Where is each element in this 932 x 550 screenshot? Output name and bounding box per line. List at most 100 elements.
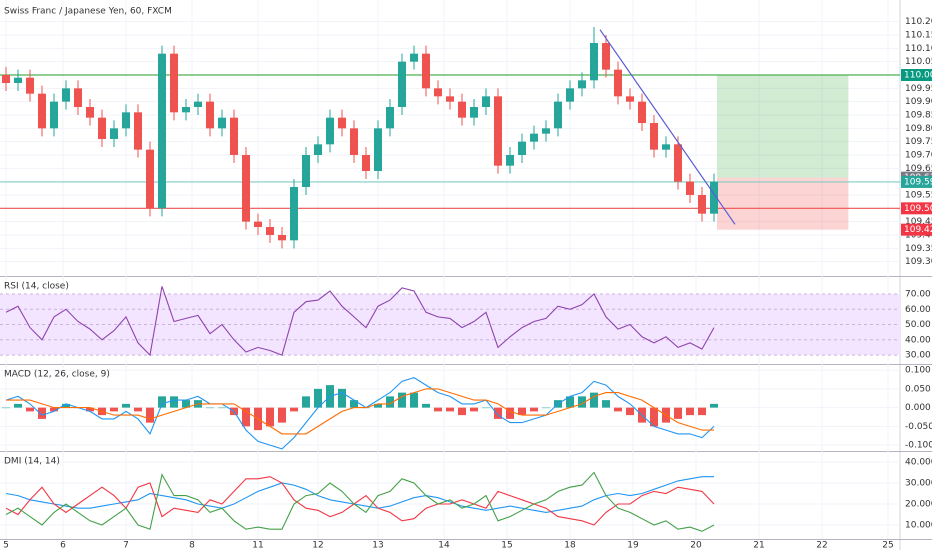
candle-body — [482, 96, 490, 107]
y-tick-label: 0.050 — [905, 384, 931, 394]
histogram-bar — [542, 407, 550, 409]
candle-body — [290, 187, 298, 241]
histogram-bar — [506, 407, 514, 419]
y-tick-label: 109.550 — [905, 191, 932, 201]
histogram-bar — [578, 396, 586, 408]
y-tick-label: 110.200 — [905, 17, 932, 27]
histogram-bar — [134, 407, 142, 412]
histogram-bar — [2, 407, 10, 409]
candle-body — [278, 235, 286, 241]
histogram-bar — [62, 403, 70, 408]
candle-body — [14, 77, 22, 83]
candle-body — [626, 96, 634, 102]
candle-body — [518, 141, 526, 155]
price-label: 110.000 — [904, 71, 932, 81]
candle-body — [710, 181, 718, 214]
candle-body — [542, 128, 550, 134]
candle-body — [410, 53, 418, 62]
y-tick-label: 70.00 — [905, 290, 931, 300]
price-label-box — [901, 202, 932, 215]
x-tick-label: 18 — [564, 541, 576, 550]
x-tick-label: 8 — [189, 541, 195, 550]
histogram-bar — [182, 400, 190, 408]
candle-body — [170, 53, 178, 113]
histogram-bar — [686, 407, 694, 416]
histogram-bar — [302, 396, 310, 408]
histogram-bar — [410, 392, 418, 408]
indicator-line — [5, 286, 715, 357]
candle-body — [254, 221, 262, 227]
candle-body — [26, 77, 34, 94]
histogram-bar — [710, 403, 718, 408]
candle-body — [650, 123, 658, 150]
candle-body — [374, 128, 382, 171]
pane-title: RSI (14, close) — [4, 282, 69, 292]
candle-body — [158, 53, 166, 209]
candle-body — [182, 107, 190, 113]
y-tick-label: -0.100 — [905, 441, 932, 451]
candle-body — [218, 117, 226, 129]
histogram-bar — [386, 396, 394, 408]
histogram-bar — [422, 403, 430, 408]
histogram-bar — [626, 407, 634, 416]
x-tick-label: 12 — [312, 541, 323, 550]
y-tick-label: 109.800 — [905, 124, 932, 134]
histogram-bar — [26, 407, 34, 412]
candle-body — [314, 144, 322, 155]
candle-body — [38, 93, 46, 129]
y-tick-label: 109.450 — [905, 217, 932, 227]
histogram-bar — [350, 400, 358, 408]
candle-body — [2, 75, 10, 83]
candle-body — [398, 61, 406, 107]
histogram-bar — [470, 407, 478, 412]
x-tick-label: 19 — [627, 541, 639, 550]
indicator-line — [5, 471, 715, 532]
x-tick-label: 13 — [372, 541, 383, 550]
x-tick-label: 5 — [3, 541, 9, 550]
y-tick-label: -0.050 — [905, 422, 932, 432]
candle-body — [350, 128, 358, 155]
price-label: 109.599 — [904, 177, 932, 187]
y-tick-label: 0.100 — [905, 366, 931, 376]
candle-body — [458, 101, 466, 118]
candle-body — [74, 88, 82, 107]
y-tick-label: 110.100 — [905, 44, 932, 54]
candle-body — [62, 88, 70, 102]
histogram-bar — [38, 407, 46, 419]
histogram-bar — [242, 407, 250, 427]
candle-body — [302, 155, 310, 187]
candle-body — [698, 195, 706, 214]
candle-body — [470, 107, 478, 118]
y-tick-label: 109.650 — [905, 164, 932, 174]
histogram-bar — [458, 407, 466, 416]
x-tick-label: 6 — [60, 541, 66, 550]
histogram-bar — [566, 396, 574, 408]
candle-body — [134, 112, 142, 150]
candle-body — [446, 96, 454, 102]
x-tick-label: 11 — [252, 541, 263, 550]
candle-body — [122, 112, 130, 129]
candle-body — [206, 101, 214, 129]
histogram-bar — [170, 396, 178, 408]
histogram-bar — [494, 407, 502, 419]
candle-body — [86, 107, 94, 118]
histogram-bar — [122, 403, 130, 408]
histogram-bar — [614, 407, 622, 412]
pane-title: Swiss Franc / Japanese Yen, 60, FXCM — [4, 7, 172, 17]
histogram-bar — [590, 392, 598, 408]
candle-body — [146, 149, 154, 209]
histogram-bar — [86, 407, 94, 412]
histogram-bar — [290, 407, 298, 412]
candle-body — [506, 155, 514, 166]
candle-body — [422, 53, 430, 89]
candle-body — [602, 43, 610, 70]
candle-body — [242, 155, 250, 222]
candle-body — [614, 69, 622, 97]
candle-body — [50, 101, 58, 129]
y-tick-label: 109.350 — [905, 244, 932, 254]
candle-body — [98, 117, 106, 139]
histogram-bar — [278, 407, 286, 423]
